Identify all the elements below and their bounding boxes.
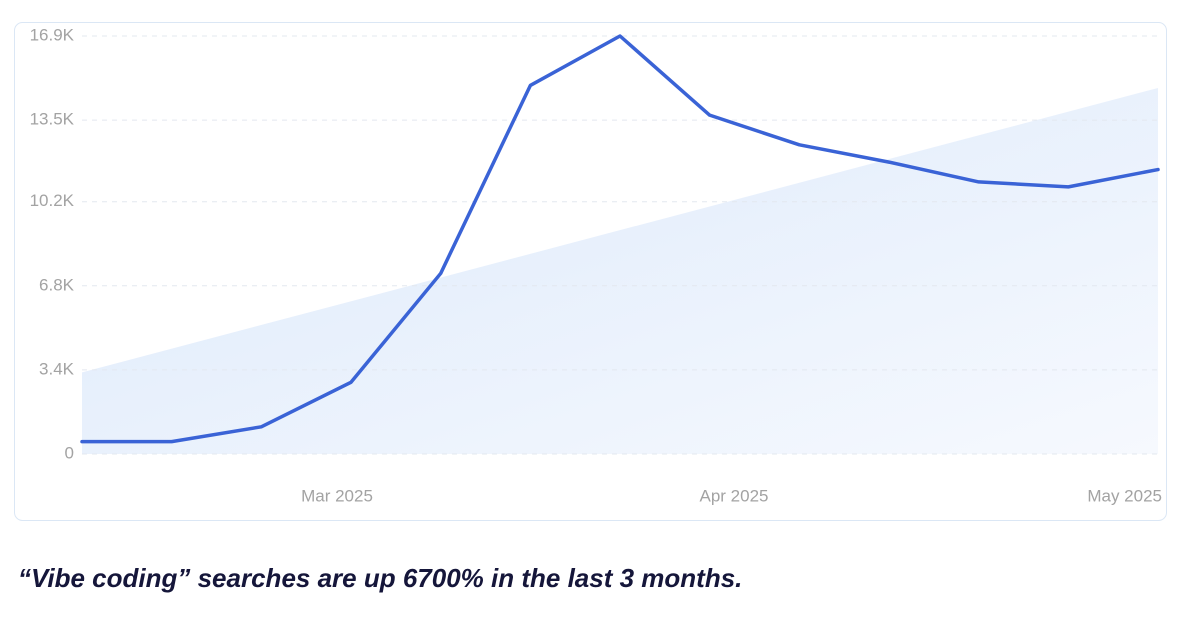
x-tick-label: Apr 2025: [700, 486, 769, 505]
x-tick-label: May 2025: [1087, 486, 1162, 505]
y-tick-label: 3.4K: [39, 359, 75, 378]
y-tick-label: 6.8K: [39, 275, 75, 294]
y-tick-label: 10.2K: [30, 191, 75, 210]
y-tick-label: 13.5K: [30, 110, 75, 129]
caption: “Vibe coding” searches are up 6700% in t…: [18, 563, 742, 593]
line: [80, 34, 1160, 444]
y-tick-label: 16.9K: [30, 25, 75, 44]
y-tick-label: 0: [65, 443, 74, 462]
x-tick-label: Mar 2025: [301, 486, 373, 505]
trend-area: [82, 87, 1158, 454]
